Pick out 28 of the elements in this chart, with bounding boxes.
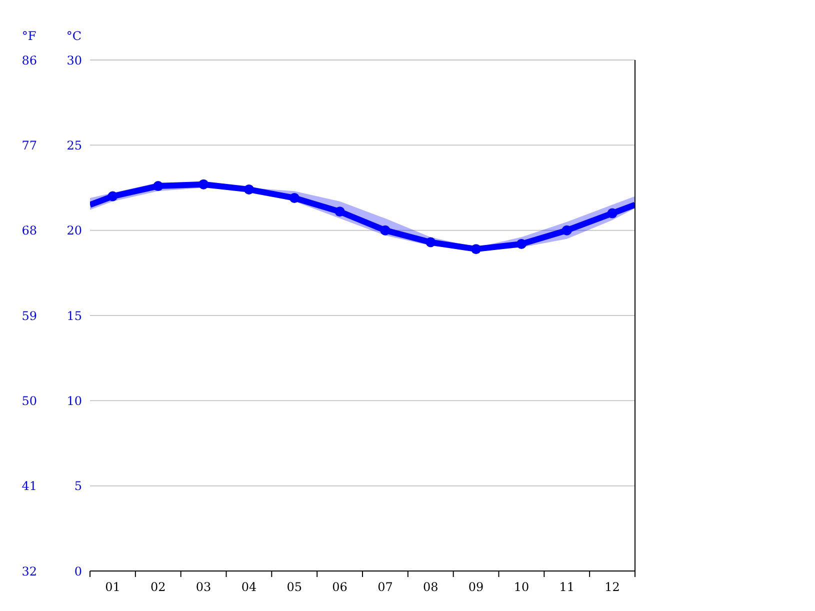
y-tick-label: 0	[74, 564, 82, 578]
y2-tick-label: 32	[22, 564, 37, 578]
x-tick-label: 07	[378, 580, 393, 594]
y-tick-label: 15	[66, 308, 82, 323]
y2-tick-label: 68	[22, 224, 37, 238]
y2-axis-title: °F	[22, 29, 36, 43]
x-tick-label: 11	[559, 580, 575, 594]
y2-tick-label: 86	[22, 53, 37, 68]
y2-tick-label: 59	[22, 308, 37, 323]
x-tick-label: 10	[514, 580, 530, 594]
y-tick-label: 30	[66, 53, 82, 68]
x-tick-label: 02	[150, 580, 166, 594]
y-tick-label: 25	[66, 138, 82, 152]
y2-tick-label: 41	[22, 479, 37, 494]
x-tick-label: 08	[422, 580, 438, 594]
x-tick-label: 03	[196, 580, 212, 594]
x-tick-label: 01	[105, 580, 120, 594]
x-tick-label: 09	[468, 580, 484, 594]
y-axis-title: °C	[66, 29, 82, 43]
x-tick-label: 12	[604, 580, 620, 594]
y2-tick-label: 50	[22, 394, 37, 408]
x-tick-label: 06	[332, 580, 348, 594]
x-tick-label: 04	[241, 580, 257, 594]
y-tick-label: 20	[66, 224, 82, 238]
x-tick-label: 05	[286, 580, 302, 594]
y2-tick-label: 77	[22, 138, 37, 152]
y-tick-label: 5	[74, 479, 82, 494]
y-tick-label: 10	[66, 394, 82, 408]
